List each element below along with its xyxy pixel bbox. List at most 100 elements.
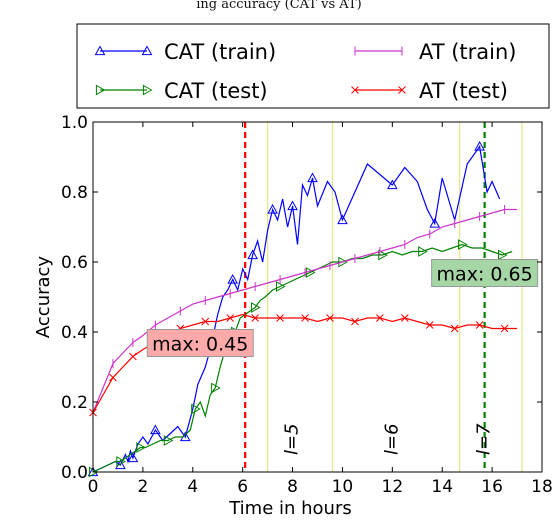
annotation-text: max: 0.45 xyxy=(152,334,248,356)
legend-item-1: CAT (train) xyxy=(94,40,276,64)
legend-frame xyxy=(76,23,550,109)
series-point xyxy=(376,314,384,322)
annotation-box xyxy=(146,329,254,357)
series-3 xyxy=(92,205,518,417)
x-tick-label: 14 xyxy=(431,477,453,497)
x-tick-label: 6 xyxy=(237,477,248,497)
stage-label-3: l=7 xyxy=(474,423,495,455)
stage-label-1: l=5 xyxy=(282,423,303,455)
series-point xyxy=(129,352,137,361)
series-point xyxy=(429,217,441,228)
y-axis-label: Accuracy xyxy=(33,256,54,339)
legend-marker-end xyxy=(141,45,153,56)
series-point xyxy=(307,172,318,183)
series-point xyxy=(351,317,359,326)
series-point xyxy=(326,314,334,322)
series-point xyxy=(450,324,459,333)
legend-marker-end xyxy=(142,84,153,96)
legend-marker-start xyxy=(95,84,106,96)
legend-marker-end-stroke-b xyxy=(398,86,406,94)
series-point xyxy=(337,214,348,225)
series-point xyxy=(418,246,428,257)
series-2 xyxy=(88,239,513,478)
x-tick-label: 0 xyxy=(88,477,99,497)
x-tick-label: 10 xyxy=(332,477,354,497)
series-point xyxy=(251,314,259,322)
series-point xyxy=(227,273,239,284)
series-point xyxy=(211,382,221,394)
series-line xyxy=(92,243,513,473)
y-tick-label: 0.4 xyxy=(61,323,88,343)
max-annotation-2: max: 0.65 xyxy=(431,259,539,287)
series-point xyxy=(497,249,508,261)
y-tick-label: 0.2 xyxy=(61,393,88,413)
series-point-stroke-b xyxy=(129,352,137,361)
x-axis-label: Time in hours xyxy=(228,498,352,519)
legend-item-4: AT (test) xyxy=(351,79,508,103)
series-line xyxy=(92,144,501,473)
plot-frame xyxy=(92,121,543,473)
series-point-stroke-b xyxy=(276,314,284,322)
series-point-stroke-b xyxy=(301,314,309,322)
series-point xyxy=(109,373,117,382)
series-point xyxy=(136,442,146,453)
y-tick-label: 0.8 xyxy=(61,183,88,203)
series-point xyxy=(338,256,348,268)
series-point xyxy=(267,203,278,214)
series-point-stroke-b xyxy=(450,324,459,333)
series-point xyxy=(287,200,298,211)
x-tick-label: 12 xyxy=(382,477,404,497)
series-point xyxy=(386,179,398,190)
series-point xyxy=(150,424,161,435)
series-point-stroke-b xyxy=(400,314,409,322)
series-point-stroke-b xyxy=(425,321,434,329)
series-point-stroke-b xyxy=(201,317,210,326)
annotation-text: max: 0.65 xyxy=(437,264,533,286)
series-point-stroke-b xyxy=(500,324,509,333)
series-point-stroke-b xyxy=(351,317,359,326)
legend-marker-end xyxy=(398,86,406,94)
series-point xyxy=(163,435,174,446)
x-tick-label: 4 xyxy=(187,477,198,497)
series-point-stroke-b xyxy=(109,373,117,382)
legend-label: CAT (test) xyxy=(164,79,268,103)
legend-item-3: AT (train) xyxy=(354,40,517,64)
legend-label: AT (train) xyxy=(419,40,517,64)
figure-caption-fragment: ing accuracy (CAT vs AT) xyxy=(196,0,362,12)
legend-label: CAT (train) xyxy=(164,40,276,64)
series-point xyxy=(301,314,309,322)
series-point xyxy=(115,459,126,470)
series-point xyxy=(275,281,286,292)
legend-item-2: CAT (test) xyxy=(95,79,268,103)
series-point xyxy=(247,249,258,260)
series-point xyxy=(251,302,261,313)
series-point xyxy=(191,403,201,415)
series-point-stroke-b xyxy=(376,314,384,322)
legend-marker-start xyxy=(351,86,359,94)
series-point xyxy=(400,314,409,322)
series-point xyxy=(226,314,235,322)
x-tick-label: 18 xyxy=(531,477,553,497)
legend-label: AT (test) xyxy=(419,79,508,103)
x-tick-label: 16 xyxy=(481,477,503,497)
series-point xyxy=(127,452,139,463)
x-tick-label: 2 xyxy=(137,477,148,497)
series-point xyxy=(500,324,509,333)
series-point xyxy=(276,314,284,322)
stage-label-2: l=6 xyxy=(381,423,402,455)
x-tick-label: 8 xyxy=(287,477,298,497)
series-point xyxy=(201,317,210,326)
series-point xyxy=(116,456,126,467)
series-point xyxy=(474,140,485,151)
series-point-stroke-b xyxy=(251,314,259,322)
y-tick-label: 0.0 xyxy=(61,463,88,483)
legend: CAT (train) CAT (test) AT (train) AT (test) xyxy=(76,23,550,109)
y-tick-label: 0.6 xyxy=(61,253,88,273)
legend-marker-start xyxy=(94,45,106,56)
legend-marker-start-stroke-b xyxy=(351,86,359,94)
series-line xyxy=(92,208,518,413)
series-point xyxy=(425,321,434,329)
max-annotation-1: max: 0.45 xyxy=(146,329,254,357)
series-point-stroke-b xyxy=(226,314,235,322)
